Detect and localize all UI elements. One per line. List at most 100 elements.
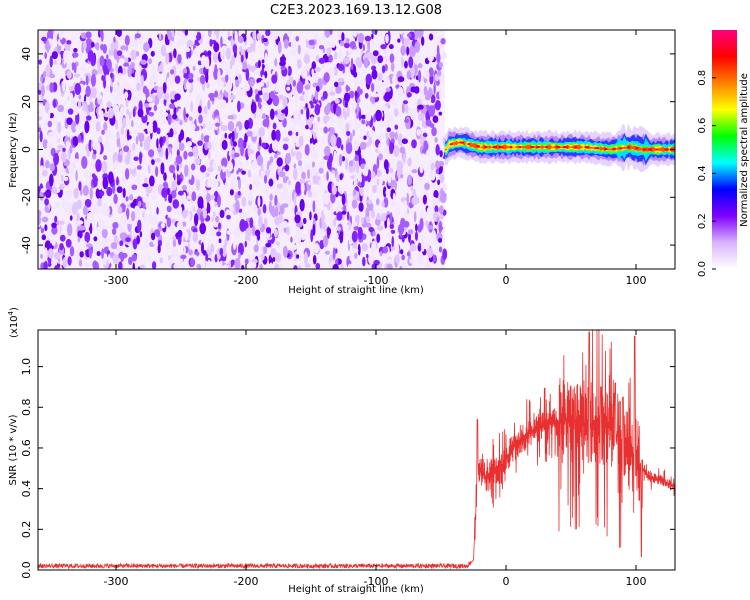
noise-speckle: [303, 251, 308, 265]
noise-speckle: [46, 141, 53, 150]
noise-speckle: [128, 256, 133, 266]
noise-speckle: [314, 67, 321, 73]
colorbar-tick-label: 0.0: [697, 261, 708, 277]
noise-speckle: [191, 191, 197, 202]
noise-speckle: [89, 222, 93, 235]
noise-speckle: [359, 213, 365, 218]
noise-speckle: [69, 246, 75, 257]
noise-speckle: [75, 170, 78, 182]
noise-speckle: [47, 248, 54, 259]
noise-speckle: [278, 94, 284, 100]
colorbar-tick-label: 0.2: [697, 213, 708, 229]
x-tick-label: -300: [104, 575, 129, 588]
noise-speckle: [209, 245, 215, 251]
noise-speckle: [60, 168, 66, 173]
noise-speckle: [282, 176, 288, 184]
noise-speckle: [91, 30, 95, 33]
noise-speckle: [96, 93, 103, 100]
noise-speckle: [62, 79, 66, 93]
noise-speckle: [316, 224, 320, 236]
noise-speckle: [423, 140, 429, 152]
noise-speckle: [307, 181, 315, 186]
noise-speckle: [259, 248, 263, 255]
noise-speckle: [151, 192, 157, 200]
noise-speckle: [207, 100, 211, 110]
noise-speckle: [113, 84, 120, 95]
noise-speckle: [255, 92, 260, 102]
noise-speckle: [219, 247, 224, 256]
noise-speckle: [368, 129, 376, 139]
noise-speckle: [113, 235, 119, 245]
noise-speckle: [256, 33, 261, 41]
noise-speckle: [223, 264, 229, 269]
noise-speckle: [48, 131, 54, 138]
noise-speckle: [124, 57, 129, 63]
noise-speckle: [263, 174, 268, 184]
noise-speckle: [231, 54, 235, 66]
noise-speckle: [128, 194, 134, 201]
noise-speckle: [351, 230, 358, 243]
noise-speckle: [274, 216, 281, 226]
noise-speckle: [369, 247, 377, 252]
noise-speckle: [171, 179, 177, 191]
noise-speckle: [177, 190, 184, 196]
noise-speckle: [300, 68, 308, 79]
noise-speckle: [51, 238, 56, 246]
noise-speckle: [212, 160, 217, 172]
noise-speckle: [103, 112, 110, 118]
noise-speckle: [161, 187, 168, 199]
noise-speckle: [282, 203, 289, 208]
noise-speckle: [224, 91, 229, 98]
noise-speckle: [375, 80, 381, 91]
noise-speckle: [372, 54, 378, 64]
noise-speckle: [249, 38, 254, 45]
noise-speckle: [336, 226, 342, 231]
noise-speckle: [353, 138, 360, 152]
noise-speckle: [120, 190, 123, 202]
noise-speckle: [344, 101, 348, 108]
noise-speckle: [417, 245, 421, 252]
noise-speckle: [125, 196, 129, 202]
noise-speckle: [177, 108, 183, 120]
noise-speckle: [156, 127, 161, 135]
noise-speckle: [118, 83, 125, 94]
noise-speckle: [430, 162, 435, 171]
noise-speckle: [357, 226, 363, 240]
noise-speckle: [299, 120, 305, 130]
noise-speckle: [311, 161, 316, 168]
noise-speckle: [399, 249, 404, 255]
noise-speckle: [286, 86, 291, 91]
noise-speckle: [193, 213, 199, 226]
noise-speckle: [329, 220, 333, 227]
noise-speckle: [362, 44, 366, 52]
noise-speckle: [190, 257, 195, 267]
noise-speckle: [183, 150, 188, 160]
noise-speckle: [262, 92, 270, 102]
noise-speckle: [188, 169, 192, 180]
noise-speckle: [207, 167, 214, 173]
noise-speckle: [330, 68, 335, 75]
noise-speckle: [136, 165, 142, 170]
noise-speckle: [381, 65, 386, 74]
noise-speckle: [342, 107, 346, 118]
noise-speckle: [397, 38, 401, 43]
noise-speckle: [137, 108, 144, 118]
noise-speckle: [332, 247, 336, 260]
noise-speckle: [73, 73, 81, 78]
noise-speckle: [401, 138, 408, 145]
noise-speckle: [232, 44, 238, 54]
noise-speckle: [327, 227, 331, 236]
noise-speckle: [414, 41, 421, 53]
noise-speckle: [309, 211, 312, 221]
noise-speckle: [348, 239, 353, 246]
noise-speckle: [392, 192, 396, 202]
noise-speckle: [71, 202, 78, 215]
noise-speckle: [384, 92, 391, 102]
noise-speckle: [276, 121, 284, 127]
noise-speckle: [385, 188, 391, 197]
noise-speckle: [335, 85, 342, 94]
noise-speckle: [177, 229, 183, 238]
noise-speckle: [438, 246, 443, 253]
noise-speckle: [311, 68, 314, 76]
